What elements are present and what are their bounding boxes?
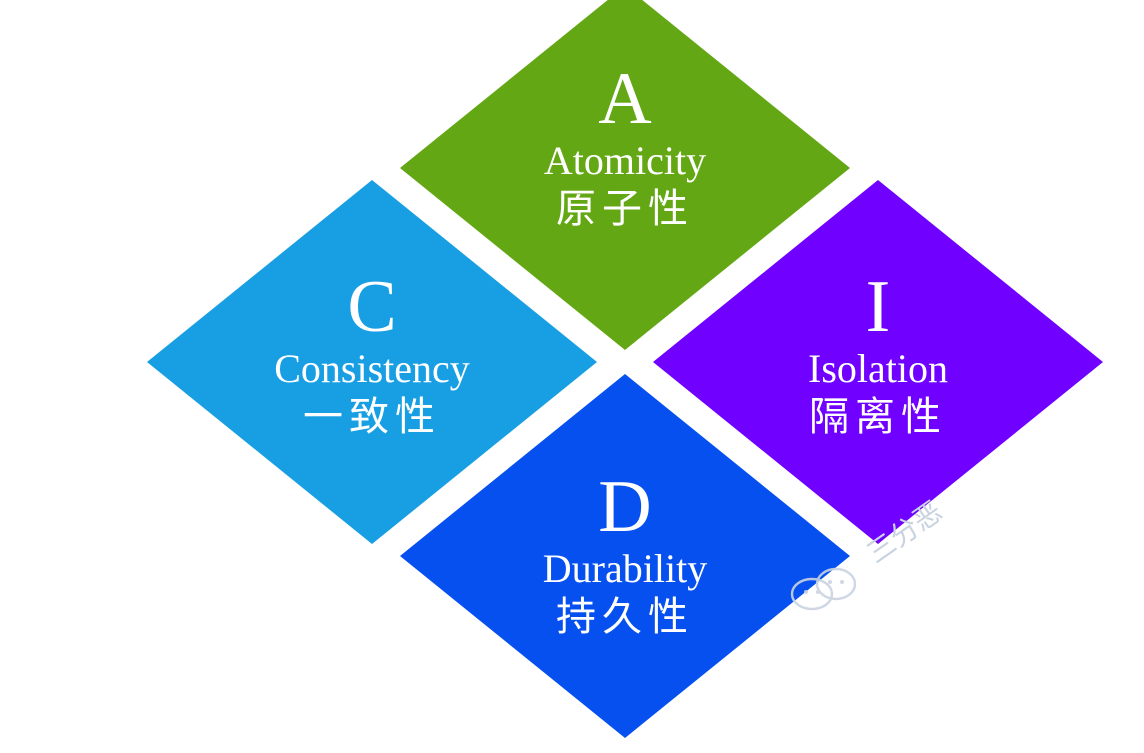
durability-english-label: Durability (542, 546, 708, 591)
durability-letter: D (598, 466, 652, 548)
atomicity-english-label: Atomicity (543, 138, 707, 183)
durability-chinese-label: 持久性 (556, 594, 694, 640)
durability-content: D Durability 持久性 (400, 470, 850, 642)
atomicity-content: A Atomicity 原子性 (400, 62, 850, 234)
consistency-english-label: Consistency (274, 346, 470, 391)
watermark-text: 三分恶 (861, 498, 949, 570)
consistency-letter: C (347, 266, 397, 348)
isolation-chinese-label: 隔离性 (809, 394, 947, 440)
isolation-english-label: Isolation (808, 346, 948, 391)
atomicity-chinese-label: 原子性 (556, 186, 694, 232)
isolation-content: I Isolation 隔离性 (653, 270, 1103, 442)
atomicity-letter: A (598, 58, 652, 140)
consistency-chinese-label: 一致性 (303, 394, 441, 440)
watermark: 三分恶 (790, 498, 949, 611)
isolation-letter: I (865, 266, 891, 348)
wechat-icon (790, 567, 857, 611)
consistency-content: C Consistency 一致性 (147, 270, 597, 442)
